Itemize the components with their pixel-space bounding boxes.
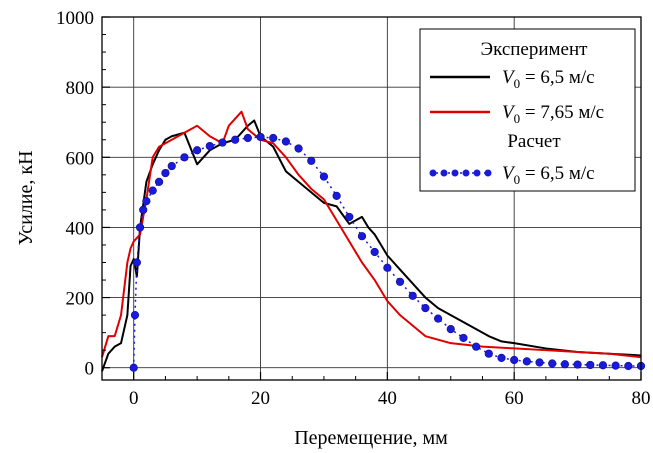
series-2-point: [510, 356, 518, 364]
legend-marker-dot: [474, 170, 481, 177]
y-tick-label: 200: [66, 289, 95, 310]
series-2-point: [307, 157, 315, 165]
legend: Эксперимент V0 = 6,5 м/с V0 = 7,65 м/с Р…: [420, 29, 635, 191]
series-2-point: [282, 138, 290, 146]
series-2-point: [130, 364, 138, 372]
series-2-point: [346, 213, 354, 221]
series-2-point: [599, 361, 607, 369]
x-tick-label: 0: [129, 388, 139, 409]
series-2-point: [371, 248, 379, 256]
series-2-point: [561, 360, 569, 368]
y-tick-label: 800: [66, 78, 95, 99]
series-2-point: [536, 359, 544, 367]
legend-marker-dot: [441, 170, 448, 177]
x-tick-label: 20: [251, 388, 270, 409]
series-2-point: [333, 192, 341, 200]
series-2-point: [244, 134, 252, 142]
series-2-point: [131, 311, 139, 319]
series-2-point: [269, 134, 277, 142]
series-2-point: [460, 334, 468, 342]
series-2-point: [257, 133, 265, 141]
x-axis-label: Перемещение, мм: [294, 427, 448, 449]
series-2-point: [612, 362, 620, 370]
x-tick-label: 40: [378, 388, 397, 409]
series-2-point: [231, 136, 239, 144]
y-tick-label: 400: [66, 218, 95, 239]
series-2-point: [155, 178, 163, 186]
legend-group-title-experiment: Эксперимент: [481, 39, 589, 60]
series-2-point: [136, 224, 144, 232]
series-2-point: [320, 173, 328, 181]
series-2-point: [396, 278, 404, 286]
legend-marker-dot: [463, 170, 470, 177]
y-axis-label: Усилие, кН: [15, 150, 37, 245]
series-2-point: [133, 259, 141, 267]
y-tick-label: 600: [66, 148, 95, 169]
series-2-point: [168, 162, 176, 170]
legend-marker-dot: [485, 170, 492, 177]
legend-marker-dot: [452, 170, 459, 177]
series-2-point: [574, 361, 582, 369]
series-2-point: [149, 187, 157, 195]
series-2-point: [447, 325, 455, 333]
series-2-point: [498, 354, 506, 362]
y-tick-label: 1000: [56, 8, 94, 29]
series-2-point: [162, 169, 170, 177]
series-2-point: [358, 232, 366, 240]
series-2-point: [422, 304, 430, 312]
series-2-point: [219, 139, 227, 147]
series-2-point: [434, 315, 442, 323]
series-2-point: [548, 360, 556, 368]
series-2-point: [295, 145, 303, 153]
series-2-point: [625, 362, 633, 370]
x-tick-label: 80: [632, 388, 651, 409]
series-2-point: [384, 264, 392, 272]
series-2-point: [586, 361, 594, 369]
y-tick-label: 0: [85, 359, 95, 380]
x-tick-label: 60: [505, 388, 524, 409]
series-2-point: [409, 292, 417, 300]
series-2-point: [485, 350, 493, 358]
series-2-point: [193, 146, 201, 154]
series-2-point: [143, 197, 151, 205]
series-2-point: [181, 153, 189, 161]
series-2-point: [523, 358, 531, 366]
series-2-point: [206, 142, 214, 150]
series-2-point: [139, 206, 147, 214]
legend-marker-dot: [430, 170, 437, 177]
legend-group-title-calculation: Расчет: [507, 131, 561, 152]
series-2-point: [472, 343, 480, 351]
